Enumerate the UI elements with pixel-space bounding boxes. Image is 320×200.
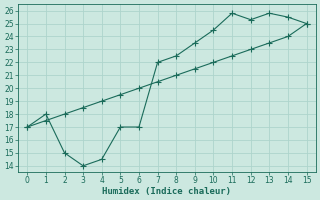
X-axis label: Humidex (Indice chaleur): Humidex (Indice chaleur) [102,187,231,196]
